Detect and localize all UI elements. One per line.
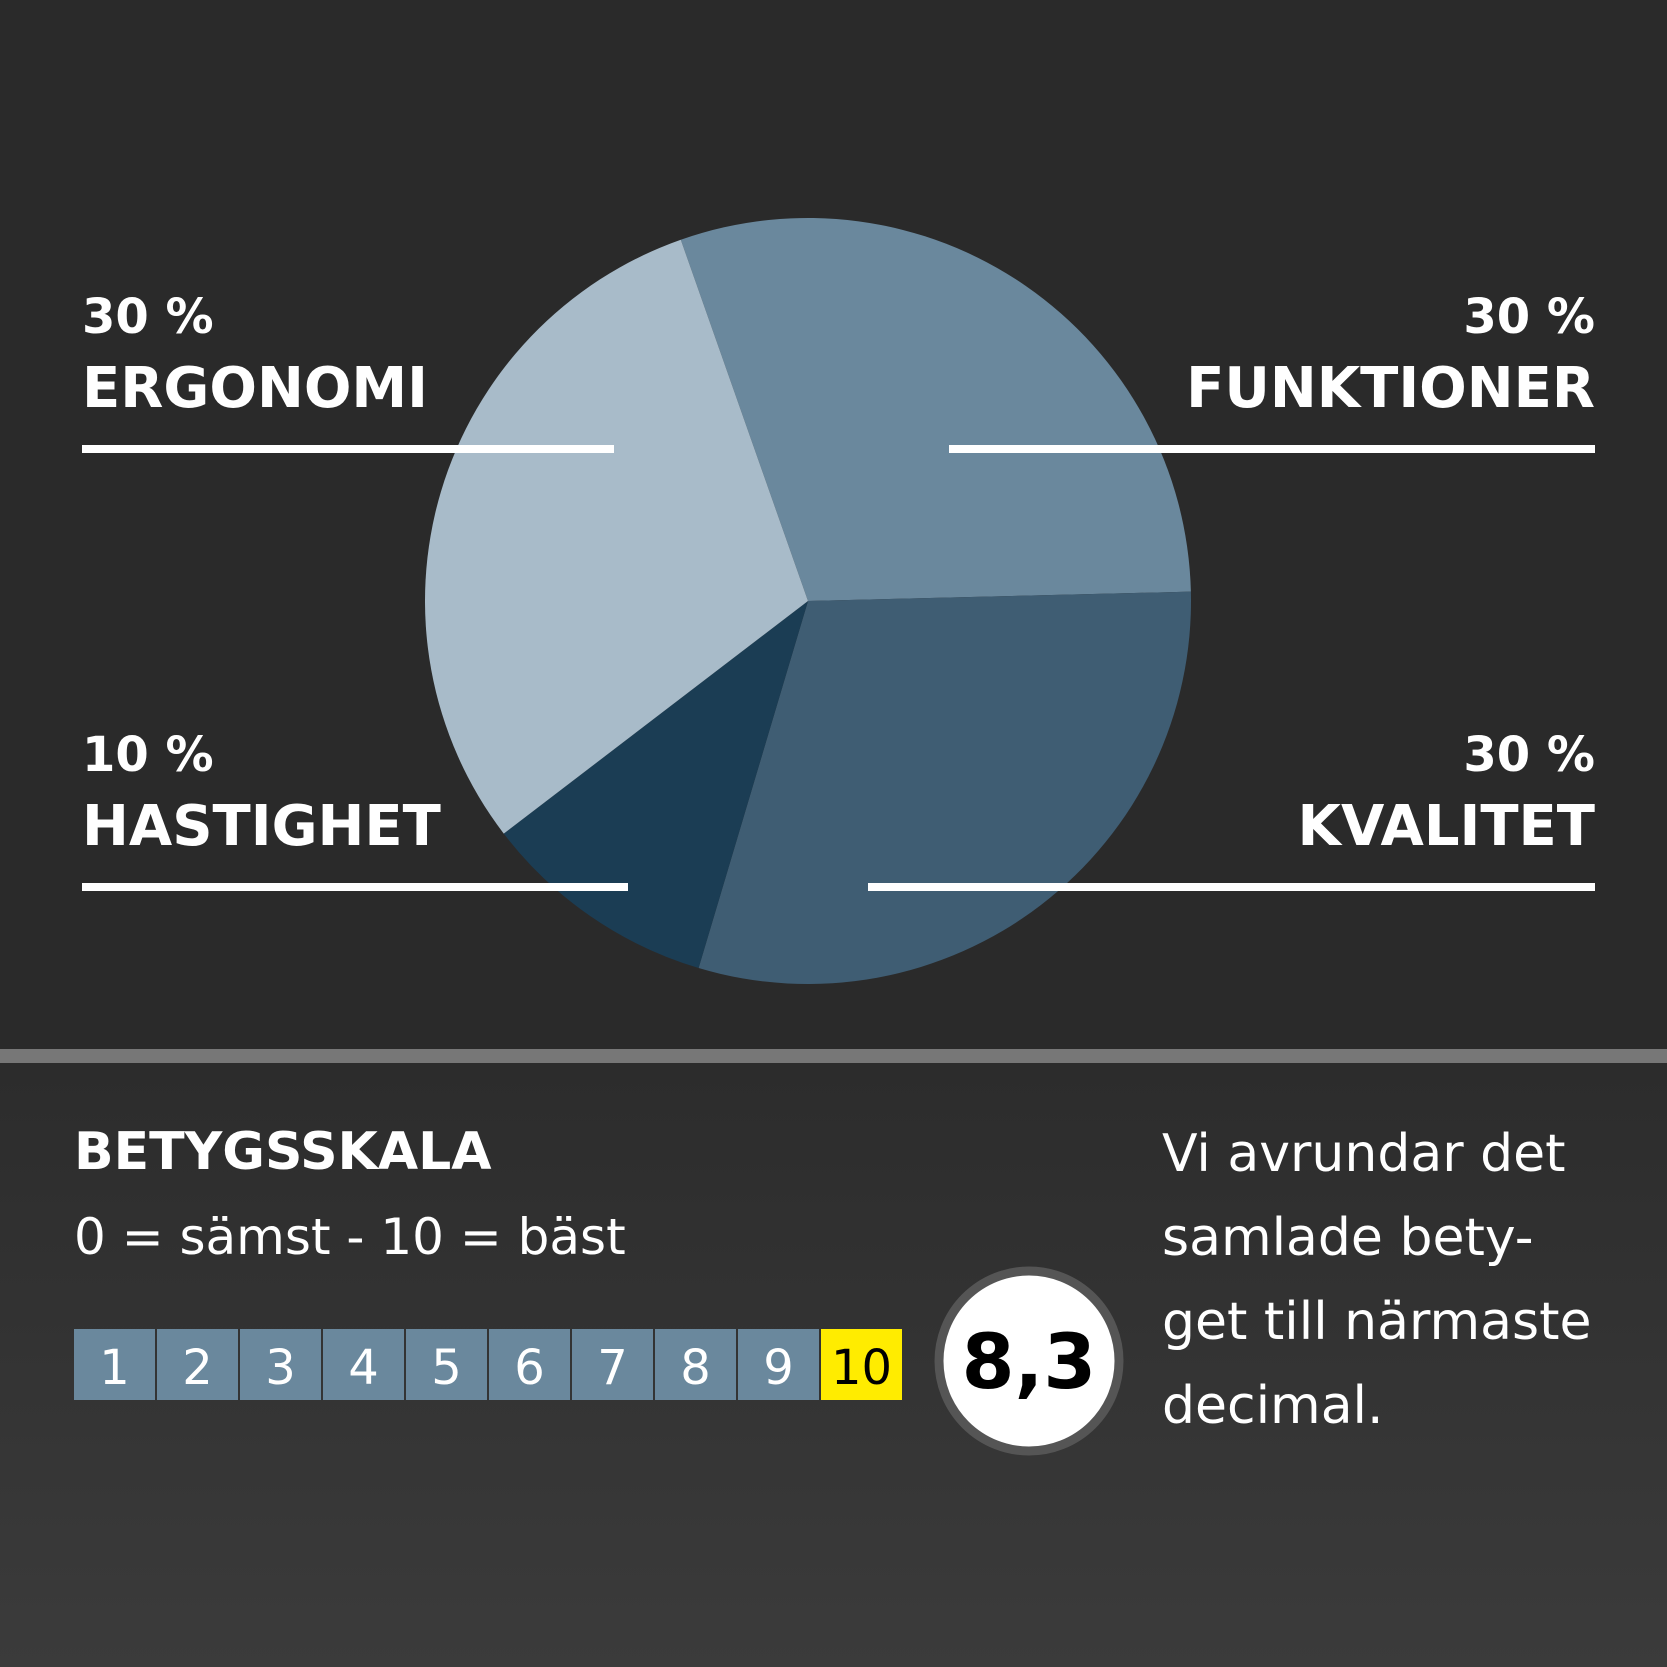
rating-title: BETYGSSKALA [74, 1122, 491, 1182]
scale-box [323, 1329, 404, 1400]
slice-name-label: FUNKTIONER [1186, 356, 1595, 421]
pie-labels: 30 % FUNKTIONER 30 % KVALITET 10 % HASTIGHET 3… [82, 289, 1595, 891]
note-line: Vi avrundar det [1162, 1124, 1566, 1184]
slice-name-label: ERGONOMI [82, 356, 428, 421]
note-line: decimal. [1162, 1376, 1384, 1436]
scale-box [489, 1329, 570, 1400]
label-rule [82, 883, 628, 891]
pie [424, 218, 1191, 984]
scale-label: 6 [514, 1340, 545, 1396]
scale-box [406, 1329, 487, 1400]
slice-value-label: 10 % [82, 727, 214, 783]
label-rule [949, 445, 1595, 453]
scale-label: 3 [265, 1340, 296, 1396]
scale-label: 8 [680, 1340, 711, 1396]
slice-name-label: HASTIGHET [82, 794, 441, 859]
scale-label: 2 [182, 1340, 213, 1396]
scale-box [738, 1329, 819, 1400]
score: 8,3 [962, 1317, 1097, 1406]
rating-scale: 1 2 3 4 5 6 7 8 9 10 [74, 1329, 902, 1400]
scale-box [74, 1329, 155, 1400]
note: Vi avrundar det samlade bety-get till när… [1162, 1124, 1591, 1436]
scale-label: 7 [597, 1340, 628, 1396]
pie-slice [698, 591, 1191, 984]
note-line: samlade bety- [1162, 1208, 1533, 1268]
pie-slice [680, 218, 1191, 602]
pie-slice [424, 239, 808, 834]
note-line: get till närmaste [1162, 1292, 1591, 1352]
pie-slice [503, 601, 808, 969]
scale-box [240, 1329, 321, 1400]
label-rule [82, 445, 614, 453]
rating-subtitle: 0 = sämst - 10 = bäst [74, 1208, 626, 1266]
label-rule [868, 883, 1595, 891]
divider [0, 1049, 1667, 1063]
scale-box [655, 1329, 736, 1400]
slice-name-label: KVALITET [1298, 794, 1595, 859]
scale-box [157, 1329, 238, 1400]
scale-label: 10 [831, 1340, 892, 1396]
slice-value-label: 30 % [82, 289, 214, 345]
slice-value-label: 30 % [1463, 727, 1595, 783]
scale-label: 5 [431, 1340, 462, 1396]
slice-value-label: 30 % [1463, 289, 1595, 345]
score-circle [934, 1266, 1124, 1456]
scale-box [572, 1329, 653, 1400]
scale-label: 9 [763, 1340, 794, 1396]
scale-box [821, 1329, 902, 1400]
scale-label: 4 [348, 1340, 379, 1396]
scale-label: 1 [99, 1340, 130, 1396]
